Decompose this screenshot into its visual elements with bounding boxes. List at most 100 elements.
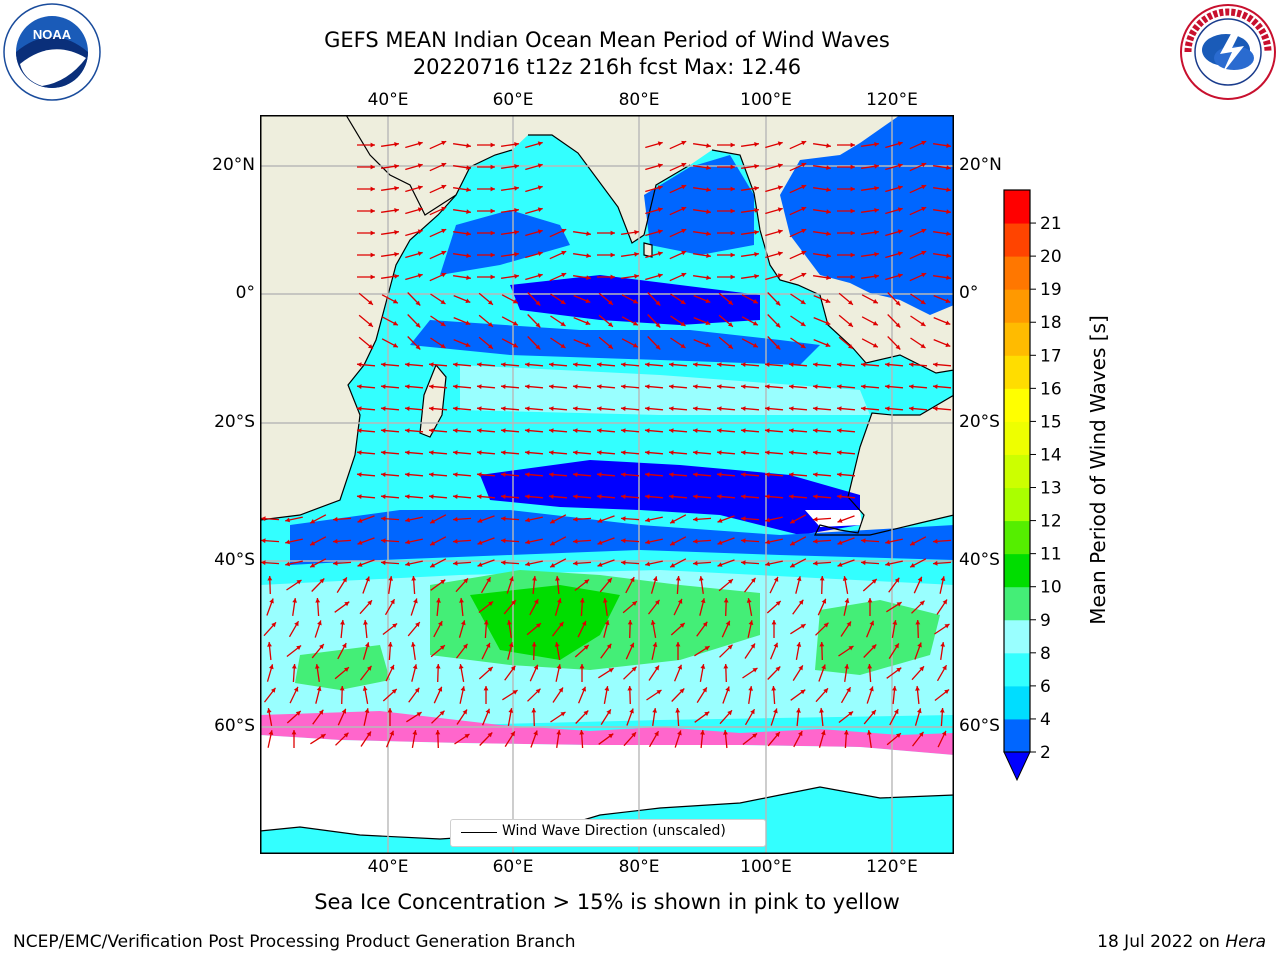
wind-wave-arrow-head: [485, 642, 491, 648]
wind-wave-arrow-head: [645, 384, 650, 389]
wind-wave-arrow-head: [741, 538, 746, 544]
wind-wave-arrow-head: [537, 163, 543, 168]
wind-wave-arrow-head: [681, 272, 687, 278]
wind-wave-arrow-head: [362, 686, 368, 691]
colorbar-tick-label: 15: [1040, 412, 1062, 432]
wind-wave-arrow-head: [435, 664, 441, 669]
wind-wave-arrow-head: [390, 599, 395, 605]
wind-wave-arrow-head: [514, 274, 519, 279]
wind-wave-arrow-head: [387, 642, 393, 647]
wind-wave-arrow-head: [741, 406, 746, 411]
wind-wave-arrow-head: [437, 686, 443, 692]
wind-wave-arrow-head: [610, 230, 615, 236]
wind-wave-arrow-head: [464, 734, 470, 739]
wind-wave-arrow-head: [848, 646, 854, 651]
wind-wave-arrow-head: [657, 141, 663, 146]
wind-wave-arrow-head: [655, 300, 661, 306]
wind-wave-arrow-head: [405, 494, 410, 499]
wind-wave-arrow-head: [801, 140, 807, 146]
chart-title: GEFS MEAN Indian Ocean Mean Period of Wi…: [324, 28, 890, 52]
wind-wave-arrow-head: [514, 208, 519, 213]
wind-wave-arrow-head: [741, 362, 746, 367]
wind-wave-arrow-head: [919, 731, 924, 737]
wind-wave-arrow-head: [453, 428, 458, 433]
wind-wave-arrow-head: [657, 185, 663, 190]
wind-wave-arrow-head: [511, 600, 516, 605]
wind-wave-arrow-head: [634, 230, 639, 235]
colorbar-bin: [1004, 586, 1030, 621]
wind-wave-arrow-head: [549, 406, 554, 411]
wind-wave-arrow-head: [606, 709, 611, 715]
wind-wave-arrow-head: [821, 664, 826, 670]
southern-ocean-green-east: [815, 600, 940, 675]
wind-wave-arrow-head: [917, 576, 923, 582]
wind-wave-arrow-head: [579, 664, 585, 669]
wind-wave-arrow-head: [317, 620, 322, 626]
wind-wave-arrow-head: [417, 141, 423, 146]
wind-wave-arrow-head: [466, 187, 471, 192]
wind-wave-arrow-head: [837, 518, 843, 523]
wind-wave-arrow-head: [825, 342, 831, 347]
wind-wave-arrow-head: [752, 321, 758, 326]
south-dark-band: [480, 460, 860, 535]
lat-label-right-0: 0°: [959, 283, 979, 303]
wind-wave-arrow-head: [392, 299, 398, 304]
colorbar-tick-label: 14: [1040, 445, 1062, 465]
wind-wave-arrow-head: [693, 450, 698, 455]
wind-wave-arrow-head: [645, 406, 650, 411]
wind-wave-arrow-head: [894, 709, 899, 715]
wind-wave-arrow-head: [531, 708, 537, 713]
wind-wave-arrow-head: [405, 406, 410, 411]
wind-wave-arrow-head: [477, 518, 483, 523]
wind-wave-arrow-head: [477, 540, 483, 545]
colorbar-tick-label: 9: [1040, 611, 1051, 631]
wind-wave-arrow-head: [652, 642, 658, 647]
wind-wave-arrow-head: [894, 577, 900, 583]
wind-wave-arrow-head: [789, 406, 794, 411]
colorbar-ticks: 2 4 6 8 9 10 11 12 13 14 15 16 17 18 19 20 21: [1030, 214, 1062, 763]
madagascar-coast: [419, 363, 447, 438]
wind-wave-arrow-head: [717, 428, 722, 433]
sea-ice-note: Sea Ice Concentration > 15% is shown in …: [314, 890, 900, 914]
wind-wave-arrow-head: [655, 599, 660, 605]
wind-wave-arrow-head: [453, 406, 458, 411]
wind-wave-arrow-head: [438, 621, 443, 627]
wind-wave-arrow-head: [310, 563, 316, 568]
wind-wave-arrow-head: [765, 362, 770, 367]
wind-wave-arrow-head: [654, 731, 659, 737]
wind-wave-arrow-head: [466, 253, 471, 258]
wind-wave-arrow-head: [813, 560, 818, 566]
wind-wave-arrow-head: [560, 712, 566, 717]
wind-wave-arrow-head: [501, 384, 506, 389]
wind-wave-arrow-head: [837, 540, 843, 545]
wind-wave-arrow-head: [365, 576, 370, 582]
wind-wave-arrow-head: [525, 539, 530, 545]
wind-wave-arrow-head: [550, 519, 556, 524]
wind-wave-arrow-head: [463, 643, 468, 649]
wind-wave-arrow-head: [357, 562, 363, 567]
noaa-logo-text: NOAA: [33, 27, 72, 42]
wind-wave-arrow-head: [411, 576, 417, 581]
wind-wave-arrow-head: [405, 428, 410, 433]
wind-wave-arrow-head: [754, 252, 759, 257]
wind-wave-arrow-head: [525, 472, 530, 477]
wind-wave-arrow-head: [746, 598, 752, 603]
colorbar-bin: [1004, 718, 1030, 753]
wind-wave-arrow-head: [561, 228, 567, 234]
wind-wave-arrow-head: [392, 343, 398, 348]
wind-wave-arrow-head: [874, 230, 879, 235]
wind-wave-arrow-head: [490, 252, 495, 258]
wind-wave-arrow-head: [680, 321, 686, 326]
colorbar-tick-label: 20: [1040, 247, 1062, 267]
colorbar-label: Mean Period of Wind Waves [s]: [1086, 315, 1110, 625]
wind-wave-arrow-head: [717, 518, 723, 523]
wind-wave-arrow-head: [501, 362, 506, 367]
wind-wave-arrow-head: [861, 538, 866, 544]
wind-wave-arrow-head: [826, 187, 831, 192]
wind-wave-arrow-head: [940, 576, 946, 581]
wind-wave-arrow-head: [318, 709, 324, 715]
wind-wave-arrow-head: [850, 186, 855, 192]
wind-wave-arrow-head: [798, 665, 803, 671]
wind-wave-arrow-head: [837, 428, 842, 433]
wind-wave-arrow-head: [291, 664, 297, 669]
